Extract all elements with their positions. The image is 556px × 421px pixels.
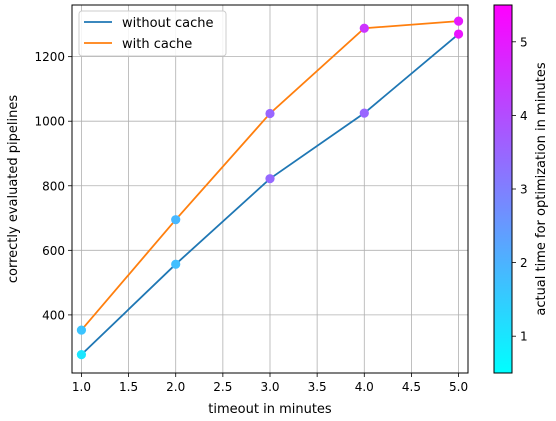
colorbar-ticks: 1 2 3 4 5 [512, 35, 528, 344]
data-point-with-cache [265, 108, 275, 119]
colorbar-tick-label: 2 [520, 256, 528, 270]
colorbar: 1 2 3 4 5 actual time for optimization in mi… [493, 4, 549, 374]
x-tick-label: 2.0 [166, 380, 185, 394]
data-point-with-cache [453, 16, 464, 26]
legend-label-without-cache: without cache [122, 16, 214, 31]
legend: without cache with cache [78, 10, 227, 57]
legend-box [78, 10, 227, 57]
x-axis-ticks: 1.0 1.5 2.0 2.5 3.0 3.5 4.0 4.5 5.0 [72, 373, 468, 394]
data-point-without-cache [359, 108, 369, 118]
data-point-with-cache [76, 325, 87, 335]
y-tick-label: 1200 [34, 50, 65, 64]
legend-label-with-cache: with cache [122, 37, 192, 52]
x-axis-label: timeout in minutes [208, 402, 332, 417]
grid [72, 5, 468, 373]
colorbar-label: actual time for optimization in minutes [534, 62, 549, 316]
y-tick-label: 400 [42, 308, 65, 322]
data-point-without-cache [453, 29, 464, 39]
x-tick-label: 4.0 [355, 380, 374, 394]
x-tick-label: 1.0 [72, 380, 91, 394]
x-tick-label: 3.0 [260, 380, 279, 394]
series-markers [76, 16, 464, 360]
colorbar-gradient [493, 4, 513, 374]
y-tick-label: 1000 [34, 115, 65, 129]
x-tick-label: 5.0 [449, 380, 468, 394]
colorbar-tick-label: 3 [520, 183, 528, 197]
colorbar-tick-label: 1 [520, 330, 528, 344]
y-axis-ticks: 400 600 800 1000 1200 [34, 50, 72, 322]
data-point-without-cache [171, 259, 181, 269]
x-tick-label: 3.5 [308, 380, 327, 394]
colorbar-tick-label: 4 [520, 109, 528, 123]
data-point-with-cache [359, 23, 369, 33]
x-tick-label: 4.5 [402, 380, 421, 394]
data-point-without-cache [265, 174, 275, 184]
y-tick-label: 600 [42, 244, 65, 258]
data-point-without-cache [76, 350, 87, 360]
x-tick-label: 1.5 [119, 380, 138, 394]
x-tick-label: 2.5 [213, 380, 232, 394]
colorbar-tick-label: 5 [520, 35, 528, 49]
y-tick-label: 800 [42, 179, 65, 193]
data-point-with-cache [171, 215, 181, 225]
y-axis-label: correctly evaluated pipelines [6, 95, 21, 283]
